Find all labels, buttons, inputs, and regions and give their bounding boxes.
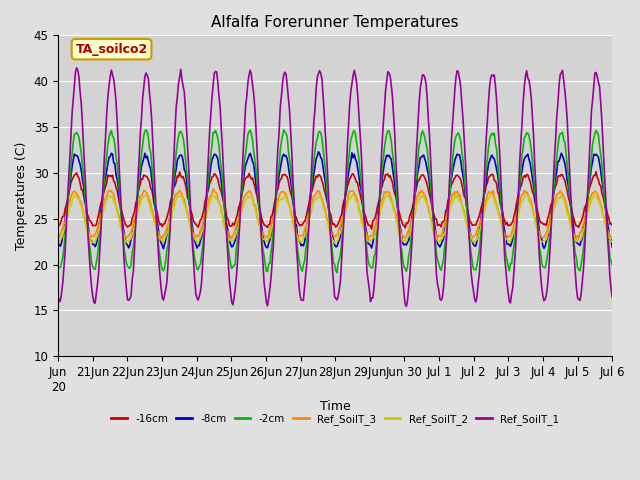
Ref_SoilT_2 — [54, 237, 62, 243]
Ref_SoilT_1 — [609, 294, 616, 300]
Ref_SoilT_3 — [609, 234, 616, 240]
Ref_SoilT_1 — [289, 179, 297, 185]
-16cm — [609, 222, 616, 228]
-2cm — [280, 127, 287, 132]
-16cm — [54, 221, 62, 227]
-8cm — [228, 244, 236, 250]
-16cm — [368, 226, 376, 232]
-16cm — [592, 169, 600, 175]
Y-axis label: Temperatures (C): Temperatures (C) — [15, 142, 28, 250]
-2cm — [464, 216, 472, 221]
-8cm — [159, 246, 167, 252]
Title: Alfalfa Forerunner Temperatures: Alfalfa Forerunner Temperatures — [211, 15, 459, 30]
-2cm — [560, 137, 568, 143]
Ref_SoilT_3 — [291, 221, 298, 227]
Ref_SoilT_3 — [560, 194, 568, 200]
-2cm — [54, 265, 62, 271]
Line: Ref_SoilT_2: Ref_SoilT_2 — [58, 193, 612, 243]
-2cm — [393, 197, 401, 203]
Ref_SoilT_3 — [209, 186, 217, 192]
-8cm — [393, 200, 401, 205]
-2cm — [289, 194, 297, 200]
Ref_SoilT_1 — [73, 65, 81, 71]
-8cm — [54, 241, 62, 247]
Line: -8cm: -8cm — [58, 152, 612, 249]
-8cm — [289, 197, 297, 203]
Ref_SoilT_1 — [403, 303, 410, 309]
-2cm — [227, 261, 234, 266]
Ref_SoilT_3 — [464, 224, 472, 230]
-2cm — [609, 262, 616, 268]
Ref_SoilT_3 — [54, 234, 62, 240]
Ref_SoilT_2 — [288, 215, 296, 221]
Ref_SoilT_3 — [229, 233, 237, 239]
Ref_SoilT_2 — [560, 196, 568, 202]
Ref_SoilT_1 — [560, 78, 568, 84]
-2cm — [367, 264, 374, 270]
Line: -2cm: -2cm — [58, 130, 612, 273]
-16cm — [559, 172, 566, 178]
Line: -16cm: -16cm — [58, 172, 612, 229]
Ref_SoilT_1 — [228, 299, 236, 305]
Ref_SoilT_2 — [487, 190, 495, 196]
Ref_SoilT_3 — [159, 236, 166, 241]
-16cm — [364, 222, 372, 228]
-8cm — [609, 244, 616, 250]
Ref_SoilT_2 — [609, 239, 616, 245]
Ref_SoilT_2 — [227, 237, 234, 243]
Ref_SoilT_2 — [365, 239, 373, 244]
Line: Ref_SoilT_1: Ref_SoilT_1 — [58, 68, 612, 306]
Ref_SoilT_1 — [464, 205, 472, 211]
Ref_SoilT_2 — [392, 216, 400, 222]
Ref_SoilT_2 — [463, 220, 470, 226]
-16cm — [392, 193, 400, 199]
-8cm — [560, 156, 568, 162]
Ref_SoilT_3 — [367, 233, 374, 239]
Line: Ref_SoilT_3: Ref_SoilT_3 — [58, 189, 612, 239]
-16cm — [288, 193, 296, 199]
-16cm — [227, 223, 234, 229]
Ref_SoilT_2 — [331, 240, 339, 246]
Legend: -16cm, -8cm, -2cm, Ref_SoilT_3, Ref_SoilT_2, Ref_SoilT_1: -16cm, -8cm, -2cm, Ref_SoilT_3, Ref_Soil… — [107, 409, 563, 429]
Ref_SoilT_1 — [365, 287, 373, 292]
-8cm — [367, 242, 374, 248]
Ref_SoilT_1 — [54, 294, 62, 300]
X-axis label: Time: Time — [320, 399, 351, 413]
-8cm — [464, 211, 472, 216]
Text: TA_soilco2: TA_soilco2 — [76, 43, 148, 56]
-8cm — [315, 149, 323, 155]
-16cm — [463, 203, 470, 209]
-2cm — [333, 270, 340, 276]
Ref_SoilT_1 — [392, 161, 400, 167]
Ref_SoilT_3 — [393, 216, 401, 222]
